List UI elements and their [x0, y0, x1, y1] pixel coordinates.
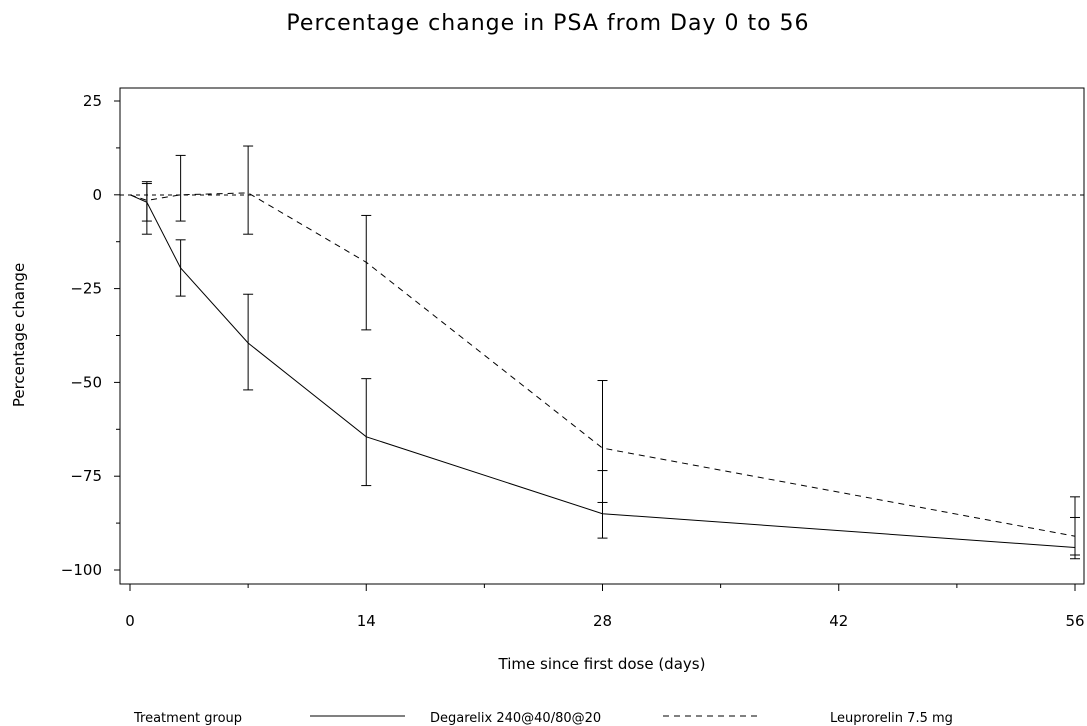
x-tick-label: 14: [357, 612, 376, 630]
y-tick-label: −50: [70, 373, 102, 391]
x-tick-label: 56: [1065, 612, 1084, 630]
y-axis-label: Percentage change: [10, 263, 28, 407]
x-axis: 0 14 28 42 56: [125, 584, 1085, 630]
y-tick-label: 0: [92, 186, 102, 204]
x-tick-label: 28: [593, 612, 612, 630]
legend: Treatment group Degarelix 240@40/80@20 L…: [133, 711, 953, 726]
y-axis: 25 0 −25 −50 −75 −100: [61, 92, 120, 579]
y-tick-label: −75: [70, 467, 102, 485]
x-axis-label: Time since first dose (days): [498, 655, 706, 673]
legend-label-leuprorelin: Leuprorelin 7.5 mg: [830, 711, 953, 726]
y-tick-label: 25: [83, 92, 102, 110]
series-layer: [129, 145, 1080, 560]
legend-label-degarelix: Degarelix 240@40/80@20: [430, 711, 601, 726]
y-tick-label: −100: [61, 561, 102, 579]
chart-title: Percentage change in PSA from Day 0 to 5…: [286, 11, 809, 36]
x-tick-label: 0: [125, 612, 135, 630]
x-tick-label: 42: [829, 612, 848, 630]
legend-title: Treatment group: [133, 711, 242, 726]
y-tick-label: −25: [70, 280, 102, 298]
